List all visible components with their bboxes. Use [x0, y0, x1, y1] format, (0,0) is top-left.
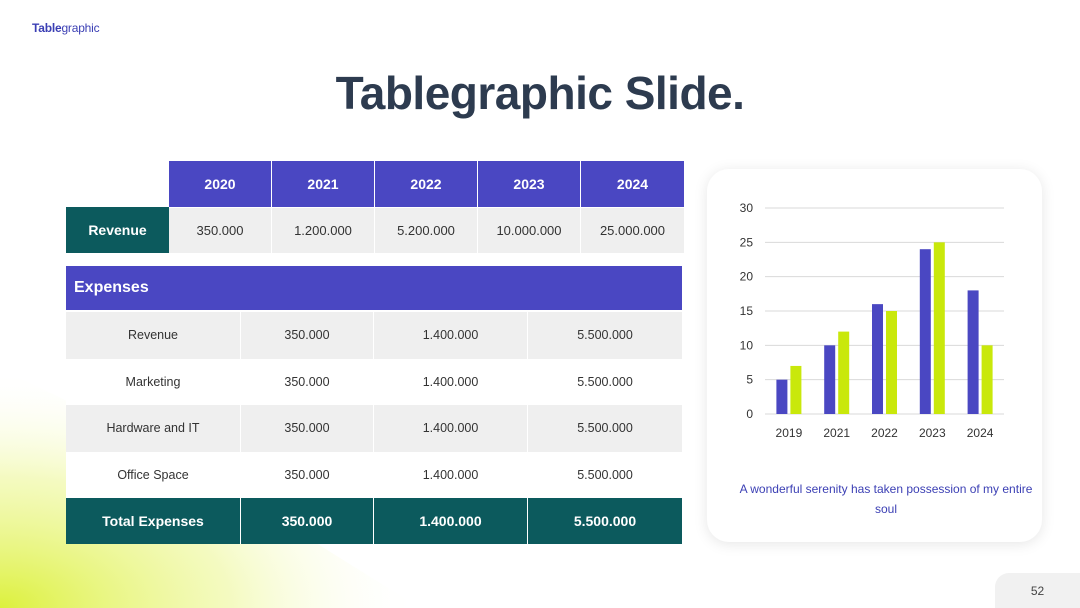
bar-chart: 0 5 10 15 20 25 30 2019 2021 2022 2023 2024	[740, 201, 1004, 440]
page-number: 52	[995, 573, 1080, 608]
y-tick-label: 20	[740, 270, 754, 284]
table-row: Marketing 350.000 1.400.000 5.500.000	[66, 358, 682, 405]
expenses-header: Expenses	[66, 266, 682, 310]
expense-value: 350.000	[241, 312, 374, 359]
total-value: 1.400.000	[374, 498, 528, 544]
expense-value: 1.400.000	[374, 451, 528, 498]
x-tick-label: 2022	[871, 426, 898, 440]
y-tick-label: 10	[740, 338, 754, 352]
y-tick-label: 15	[740, 304, 754, 318]
bar	[933, 242, 945, 414]
brand-logo: Tablegraphic	[32, 21, 100, 35]
expense-value: 350.000	[241, 451, 374, 498]
revenue-value: 1.200.000	[272, 207, 375, 253]
year-header-row: 2020 2021 2022 2023 2024	[66, 161, 684, 207]
expense-value: 5.500.000	[528, 451, 682, 498]
bar	[967, 290, 979, 414]
revenue-row: Revenue 350.000 1.200.000 5.200.000 10.0…	[66, 207, 684, 253]
revenue-value: 350.000	[169, 207, 272, 253]
table-row: Revenue 350.000 1.400.000 5.500.000	[66, 312, 682, 359]
total-expenses-row: Total Expenses 350.000 1.400.000 5.500.0…	[66, 498, 682, 544]
table-row: Office Space 350.000 1.400.000 5.500.000	[66, 451, 682, 498]
total-value: 5.500.000	[528, 498, 682, 544]
year-header: 2024	[581, 161, 684, 207]
total-label: Total Expenses	[66, 498, 241, 544]
total-value: 350.000	[241, 498, 374, 544]
x-tick-label: 2023	[919, 426, 946, 440]
table-row: Hardware and IT 350.000 1.400.000 5.500.…	[66, 405, 682, 452]
bar	[981, 345, 993, 414]
y-tick-label: 25	[740, 235, 754, 249]
revenue-table: 2020 2021 2022 2023 2024 Revenue 350.000…	[66, 161, 684, 253]
revenue-value: 5.200.000	[375, 207, 478, 253]
slide-title: Tablegraphic Slide.	[335, 67, 745, 119]
expense-label: Hardware and IT	[66, 405, 241, 452]
expense-label: Marketing	[66, 358, 241, 405]
bar	[776, 379, 788, 414]
y-tick-label: 30	[740, 201, 754, 215]
chart-card: 0 5 10 15 20 25 30 2019 2021 2022 2023 2024 A wonde…	[707, 169, 1042, 542]
expense-value: 350.000	[241, 358, 374, 405]
expense-value: 1.400.000	[374, 405, 528, 452]
bar	[824, 345, 836, 414]
bar	[872, 304, 883, 414]
revenue-value: 10.000.000	[478, 207, 581, 253]
bar	[838, 331, 850, 414]
y-tick-label: 0	[746, 407, 753, 421]
expense-value: 350.000	[241, 405, 374, 452]
x-tick-label: 2024	[967, 426, 994, 440]
y-tick-label: 5	[746, 373, 753, 387]
x-tick-label: 2021	[823, 426, 850, 440]
expense-value: 1.400.000	[374, 312, 528, 359]
year-header: 2023	[478, 161, 581, 207]
bar	[790, 365, 802, 414]
expenses-table: Revenue 350.000 1.400.000 5.500.000 Mark…	[66, 312, 682, 544]
bar	[919, 249, 931, 414]
blank-cell	[66, 161, 169, 207]
revenue-label: Revenue	[66, 207, 169, 253]
chart-caption: A wonderful serenity has taken possessio…	[739, 482, 1033, 516]
revenue-value: 25.000.000	[581, 207, 684, 253]
bar	[886, 311, 897, 414]
expense-value: 5.500.000	[528, 405, 682, 452]
year-header: 2021	[272, 161, 375, 207]
expense-label: Revenue	[66, 312, 241, 359]
logo-part-2: graphic	[61, 21, 100, 35]
expense-value: 5.500.000	[528, 312, 682, 359]
logo-part-1: Table	[32, 21, 62, 35]
x-tick-label: 2019	[776, 426, 803, 440]
expense-label: Office Space	[66, 451, 241, 498]
expense-value: 5.500.000	[528, 358, 682, 405]
year-header: 2022	[375, 161, 478, 207]
expense-value: 1.400.000	[374, 358, 528, 405]
year-header: 2020	[169, 161, 272, 207]
